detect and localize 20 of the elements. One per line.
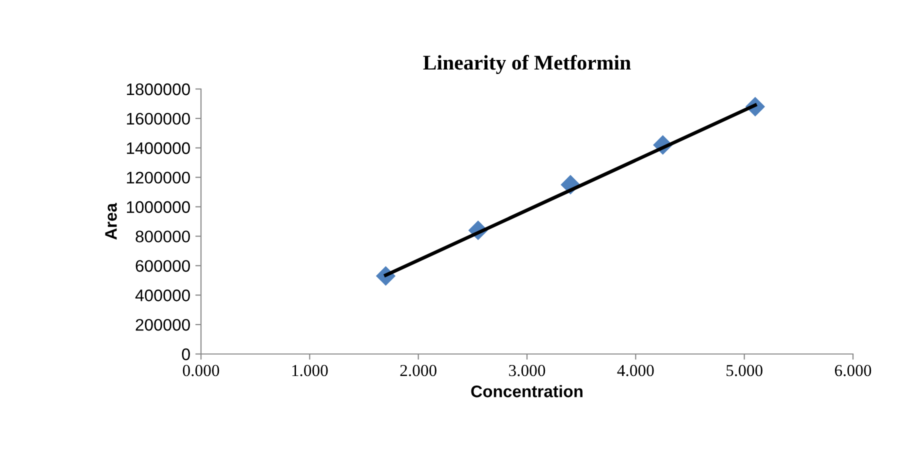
y-tick-label: 200000 — [136, 318, 190, 331]
y-tick-label: 1600000 — [126, 112, 190, 125]
x-tick-label: 2.000 — [400, 364, 436, 376]
y-tick-label: 0 — [182, 348, 190, 360]
y-tick-label: 600000 — [136, 260, 190, 272]
x-tick-label: 4.000 — [617, 364, 654, 376]
y-tick-label: 1800000 — [126, 83, 190, 96]
x-tick-label: 0.000 — [182, 364, 220, 376]
x-axis-title: Concentration — [471, 385, 582, 398]
y-tick-label: 400000 — [135, 290, 190, 302]
y-axis-title: Area — [105, 202, 117, 240]
x-tick-label: 1.000 — [292, 364, 328, 376]
x-tick-label: 5.000 — [726, 364, 762, 376]
y-tick-label: 1400000 — [126, 142, 190, 154]
y-tick-label: 800000 — [136, 230, 190, 242]
chart-title: Linearity of Metformin — [423, 54, 631, 74]
y-tick-label: 1000000 — [126, 201, 190, 213]
x-tick-label: 6.000 — [834, 364, 872, 376]
y-tick-label: 1200000 — [126, 172, 190, 184]
x-tick-label: 3.000 — [509, 364, 546, 376]
